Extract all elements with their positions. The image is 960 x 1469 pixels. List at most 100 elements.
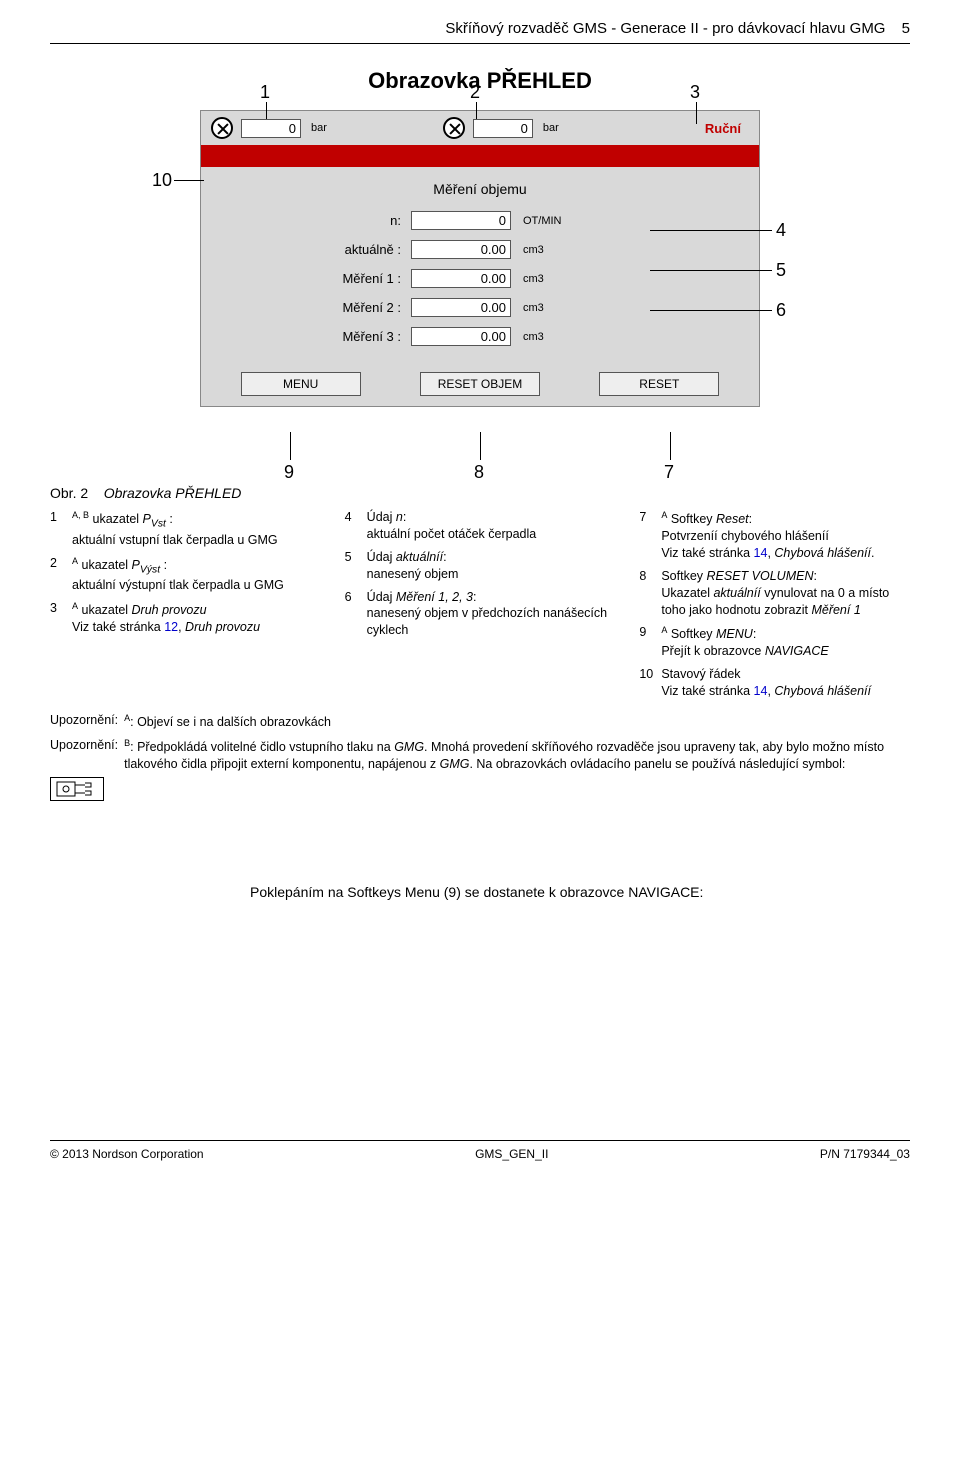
legend-item: 5Údaj aktuálníí:nanesený objem: [345, 549, 616, 583]
reset-button[interactable]: RESET: [599, 372, 719, 396]
legend-text: Údaj n:aktuální počet otáček čerpadla: [367, 509, 616, 543]
legend-col-3: 7A Softkey Reset:Potvrzeníí chybového hl…: [639, 509, 910, 706]
legend-item: 8Softkey RESET VOLUMEN:Ukazatel aktuální…: [639, 568, 910, 619]
legend-item: 2A ukazatel PVýst :aktuální výstupní tla…: [50, 555, 321, 595]
footer-mid: GMS_GEN_II: [475, 1147, 548, 1161]
legend-text: Údaj Měření 1, 2, 3:nanesený objem v pře…: [367, 589, 616, 640]
p2-value: 0: [473, 119, 533, 138]
legend-col-2: 4Údaj n:aktuální počet otáček čerpadla5Ú…: [345, 509, 616, 706]
panel-title: Měření objemu: [281, 181, 679, 197]
row-unit: OT/MIN: [523, 215, 562, 227]
menu-button[interactable]: MENU: [241, 372, 361, 396]
row-label: Měření 3 :: [281, 329, 401, 344]
panel-body: Měření objemu n: 0 OT/MIN aktuálně : 0.0…: [201, 167, 759, 366]
legend-item: 1A, B ukazatel PVst :aktuální vstupní tl…: [50, 509, 321, 549]
row-unit: cm3: [523, 273, 544, 285]
header-title: Skříňový rozvaděč GMS - Generace II - pr…: [445, 20, 885, 37]
row-current: aktuálně : 0.00 cm3: [281, 240, 679, 259]
legend-text: A ukazatel PVýst :aktuální výstupní tlak…: [72, 555, 321, 595]
legend-num: 5: [345, 549, 367, 583]
hmi-panel: 0 bar 0 bar Ruční Měření objemu n: 0 OT/…: [200, 110, 760, 407]
gauge-icon: [443, 117, 465, 139]
row-m3: Měření 3 : 0.00 cm3: [281, 327, 679, 346]
status-bar: [201, 145, 759, 167]
legend-num: 4: [345, 509, 367, 543]
footer-left: © 2013 Nordson Corporation: [50, 1147, 204, 1161]
row-value: 0.00: [411, 269, 511, 288]
note-text: A: Objeví se i na dalších obrazovkách: [124, 712, 331, 731]
row-label: Měření 2 :: [281, 300, 401, 315]
legend-text: A Softkey MENU:Přejít k obrazovce NAVIGA…: [661, 624, 910, 660]
legend-num: 3: [50, 600, 72, 636]
note-text: B: Předpokládá volitelné čidlo vstupního…: [124, 737, 910, 773]
legend-num: 9: [639, 624, 661, 660]
callout-3: 3: [690, 82, 700, 103]
panel-buttons: MENU RESET OBJEM RESET: [201, 366, 759, 398]
legend-item: 3A ukazatel Druh provozuViz také stránka…: [50, 600, 321, 636]
legend-text: Softkey RESET VOLUMEN:Ukazatel aktuálníí…: [661, 568, 910, 619]
callout-8: 8: [474, 462, 484, 483]
note-label: Upozornění:: [50, 737, 118, 773]
footer-right: P/N 7179344_03: [820, 1147, 910, 1161]
legend-col-1: 1A, B ukazatel PVst :aktuální vstupní tl…: [50, 509, 321, 706]
legend-item: 7A Softkey Reset:Potvrzeníí chybového hl…: [639, 509, 910, 562]
legend-num: 7: [639, 509, 661, 562]
legend-item: 10Stavový řádekViz také stránka 14, Chyb…: [639, 666, 910, 700]
row-value: 0: [411, 211, 511, 230]
callout-6: 6: [776, 300, 786, 321]
page-header: Skříňový rozvaděč GMS - Generace II - pr…: [50, 20, 910, 44]
page-number: 5: [902, 20, 910, 37]
row-label: aktuálně :: [281, 242, 401, 257]
legend-text: A Softkey Reset:Potvrzeníí chybového hlá…: [661, 509, 910, 562]
legend-item: 9A Softkey MENU:Přejít k obrazovce NAVIG…: [639, 624, 910, 660]
legend-text: A, B ukazatel PVst :aktuální vstupní tla…: [72, 509, 321, 549]
callout-1: 1: [260, 82, 270, 103]
legend-text: Stavový řádekViz také stránka 14, Chybov…: [661, 666, 910, 700]
p1-value: 0: [241, 119, 301, 138]
legend-num: 1: [50, 509, 72, 549]
row-m2: Měření 2 : 0.00 cm3: [281, 298, 679, 317]
row-unit: cm3: [523, 244, 544, 256]
p1-unit: bar: [311, 122, 327, 134]
fig-pre: Obr. 2: [50, 485, 88, 501]
legend-num: 6: [345, 589, 367, 640]
row-value: 0.00: [411, 240, 511, 259]
callout-7: 7: [664, 462, 674, 483]
reset-objem-button[interactable]: RESET OBJEM: [420, 372, 540, 396]
legend: 1A, B ukazatel PVst :aktuální vstupní tl…: [50, 509, 910, 706]
navigate-hint: Poklepáním na Softkeys Menu (9) se dosta…: [250, 884, 910, 900]
note-b: Upozornění: B: Předpokládá volitelné čid…: [50, 737, 910, 773]
navigate-hint-text: Poklepáním na Softkeys Menu (9) se dosta…: [250, 884, 703, 900]
row-m1: Měření 1 : 0.00 cm3: [281, 269, 679, 288]
panel-top-bar: 0 bar 0 bar Ruční: [201, 111, 759, 145]
callout-10: 10: [152, 170, 172, 191]
p2-unit: bar: [543, 122, 559, 134]
page-footer: © 2013 Nordson Corporation GMS_GEN_II P/…: [50, 1140, 910, 1161]
row-n: n: 0 OT/MIN: [281, 211, 679, 230]
row-unit: cm3: [523, 302, 544, 314]
row-label: Měření 1 :: [281, 271, 401, 286]
legend-item: 4Údaj n:aktuální počet otáček čerpadla: [345, 509, 616, 543]
row-label: n:: [281, 213, 401, 228]
note-label: Upozornění:: [50, 712, 118, 731]
fig-title: Obrazovka PŘEHLED: [104, 485, 242, 501]
connector-symbol: [50, 777, 104, 801]
legend-text: A ukazatel Druh provozuViz také stránka …: [72, 600, 321, 636]
row-unit: cm3: [523, 331, 544, 343]
legend-item: 6Údaj Měření 1, 2, 3:nanesený objem v př…: [345, 589, 616, 640]
figure-caption: Obr. 2 Obrazovka PŘEHLED: [50, 485, 910, 501]
legend-num: 10: [639, 666, 661, 700]
legend-text: Údaj aktuálníí:nanesený objem: [367, 549, 616, 583]
mode-label: Ruční: [705, 121, 741, 136]
row-value: 0.00: [411, 298, 511, 317]
callout-9: 9: [284, 462, 294, 483]
callout-2: 2: [470, 82, 480, 103]
legend-num: 2: [50, 555, 72, 595]
note-a: Upozornění: A: Objeví se i na dalších ob…: [50, 712, 910, 731]
legend-num: 8: [639, 568, 661, 619]
figure-container: 1 2 3 10 4 5 6 0 bar 0 bar Ruční Měření …: [170, 110, 790, 407]
gauge-icon: [211, 117, 233, 139]
callout-5: 5: [776, 260, 786, 281]
row-value: 0.00: [411, 327, 511, 346]
callout-4: 4: [776, 220, 786, 241]
